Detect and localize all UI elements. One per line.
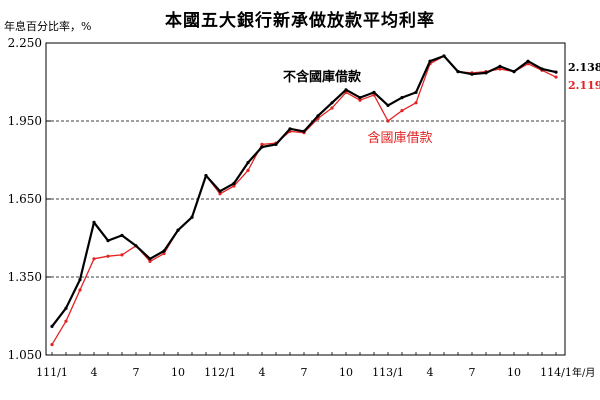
x-tick-label: 114/1: [540, 366, 572, 379]
data-point-incl-treasury: [330, 106, 334, 110]
x-tick-label: 10: [171, 366, 185, 379]
data-point-incl-treasury: [260, 142, 264, 146]
y-axis-unit-label: 年息百分比率，%: [4, 20, 92, 33]
data-point-excl-treasury: [162, 249, 166, 253]
data-point-incl-treasury: [218, 192, 222, 196]
data-point-excl-treasury: [554, 70, 558, 74]
data-point-excl-treasury: [414, 90, 418, 94]
series-lines: [50, 54, 558, 347]
data-point-excl-treasury: [526, 59, 530, 63]
x-tick-label: 7: [133, 366, 140, 379]
data-point-excl-treasury: [498, 64, 502, 68]
y-tick-label: 1.350: [8, 270, 42, 284]
end-value-label-excl-treasury: 2.138: [568, 61, 600, 74]
y-tick-label: 1.950: [8, 114, 42, 128]
data-point-incl-treasury: [358, 98, 362, 102]
data-point-excl-treasury: [106, 239, 110, 243]
data-point-incl-treasury: [50, 343, 54, 347]
series-line-excl-treasury: [51, 54, 557, 328]
data-point-excl-treasury: [148, 257, 152, 261]
data-point-incl-treasury: [400, 109, 404, 113]
data-point-excl-treasury: [176, 228, 180, 232]
data-point-incl-treasury: [148, 259, 152, 263]
x-axis-unit-label: 年/月: [572, 366, 595, 379]
data-point-incl-treasury: [162, 252, 166, 256]
data-point-excl-treasury: [64, 306, 68, 310]
data-point-incl-treasury: [554, 75, 558, 79]
data-point-incl-treasury: [386, 119, 390, 123]
data-point-incl-treasury: [246, 168, 250, 172]
data-point-excl-treasury: [120, 233, 124, 237]
data-point-excl-treasury: [218, 189, 222, 193]
x-tick-label: 4: [259, 366, 266, 379]
data-point-incl-treasury: [78, 288, 82, 292]
x-tick-label: 112/1: [204, 366, 236, 379]
x-tick-label: 113/1: [372, 366, 404, 379]
x-axis-ticks: 111/1 4 7 10 112/1 4 7 10 113/1 4 7 10 114/1 年/月: [36, 352, 595, 379]
data-point-excl-treasury: [470, 72, 474, 76]
x-tick-label: 4: [91, 366, 98, 379]
data-point-incl-treasury: [414, 101, 418, 105]
data-point-excl-treasury: [540, 67, 544, 71]
data-point-excl-treasury: [456, 70, 460, 74]
data-point-excl-treasury: [50, 324, 54, 328]
data-point-excl-treasury: [288, 127, 292, 131]
data-point-excl-treasury: [344, 88, 348, 92]
data-point-excl-treasury: [400, 96, 404, 100]
data-point-excl-treasury: [484, 71, 488, 75]
data-point-incl-treasury: [92, 257, 96, 261]
data-point-excl-treasury: [442, 54, 446, 58]
data-point-excl-treasury: [246, 161, 250, 165]
data-point-excl-treasury: [372, 90, 376, 94]
data-point-incl-treasury: [106, 254, 110, 258]
data-point-excl-treasury: [260, 145, 264, 149]
data-point-excl-treasury: [78, 278, 82, 282]
data-point-incl-treasury: [64, 319, 68, 323]
data-point-excl-treasury: [302, 129, 306, 133]
data-point-excl-treasury: [92, 220, 96, 224]
y-axis-ticks: 1.050 1.350 1.650 1.950 2.250: [8, 36, 51, 362]
series-name-incl-treasury: 含國庫借款: [367, 130, 432, 146]
data-point-excl-treasury: [358, 96, 362, 100]
data-point-excl-treasury: [204, 174, 208, 178]
x-tick-label: 4: [427, 366, 434, 379]
data-point-excl-treasury: [134, 244, 138, 248]
y-tick-label: 1.650: [8, 192, 42, 206]
end-value-label-incl-treasury: 2.119: [568, 79, 600, 92]
x-tick-label: 7: [469, 366, 476, 379]
data-point-excl-treasury: [232, 181, 236, 185]
data-point-incl-treasury: [232, 184, 236, 188]
grid-lines: [46, 120, 565, 278]
chart-title: 本國五大銀行新承做放款平均利率: [165, 11, 435, 31]
data-point-excl-treasury: [316, 114, 320, 118]
data-point-incl-treasury: [498, 67, 502, 71]
data-point-excl-treasury: [428, 59, 432, 63]
x-tick-label: 111/1: [36, 366, 68, 379]
data-point-excl-treasury: [386, 103, 390, 107]
y-tick-label: 1.050: [8, 348, 42, 362]
series-name-excl-treasury: 不含國庫借款: [283, 69, 362, 85]
data-point-excl-treasury: [190, 215, 194, 219]
x-tick-label: 10: [507, 366, 521, 379]
series-line-incl-treasury: [51, 55, 557, 345]
x-tick-label: 7: [301, 366, 308, 379]
x-tick-label: 10: [339, 366, 353, 379]
y-tick-label: 2.250: [8, 36, 42, 50]
data-point-excl-treasury: [274, 142, 278, 146]
data-point-excl-treasury: [512, 70, 516, 74]
data-point-incl-treasury: [120, 253, 124, 257]
data-point-excl-treasury: [330, 101, 334, 105]
